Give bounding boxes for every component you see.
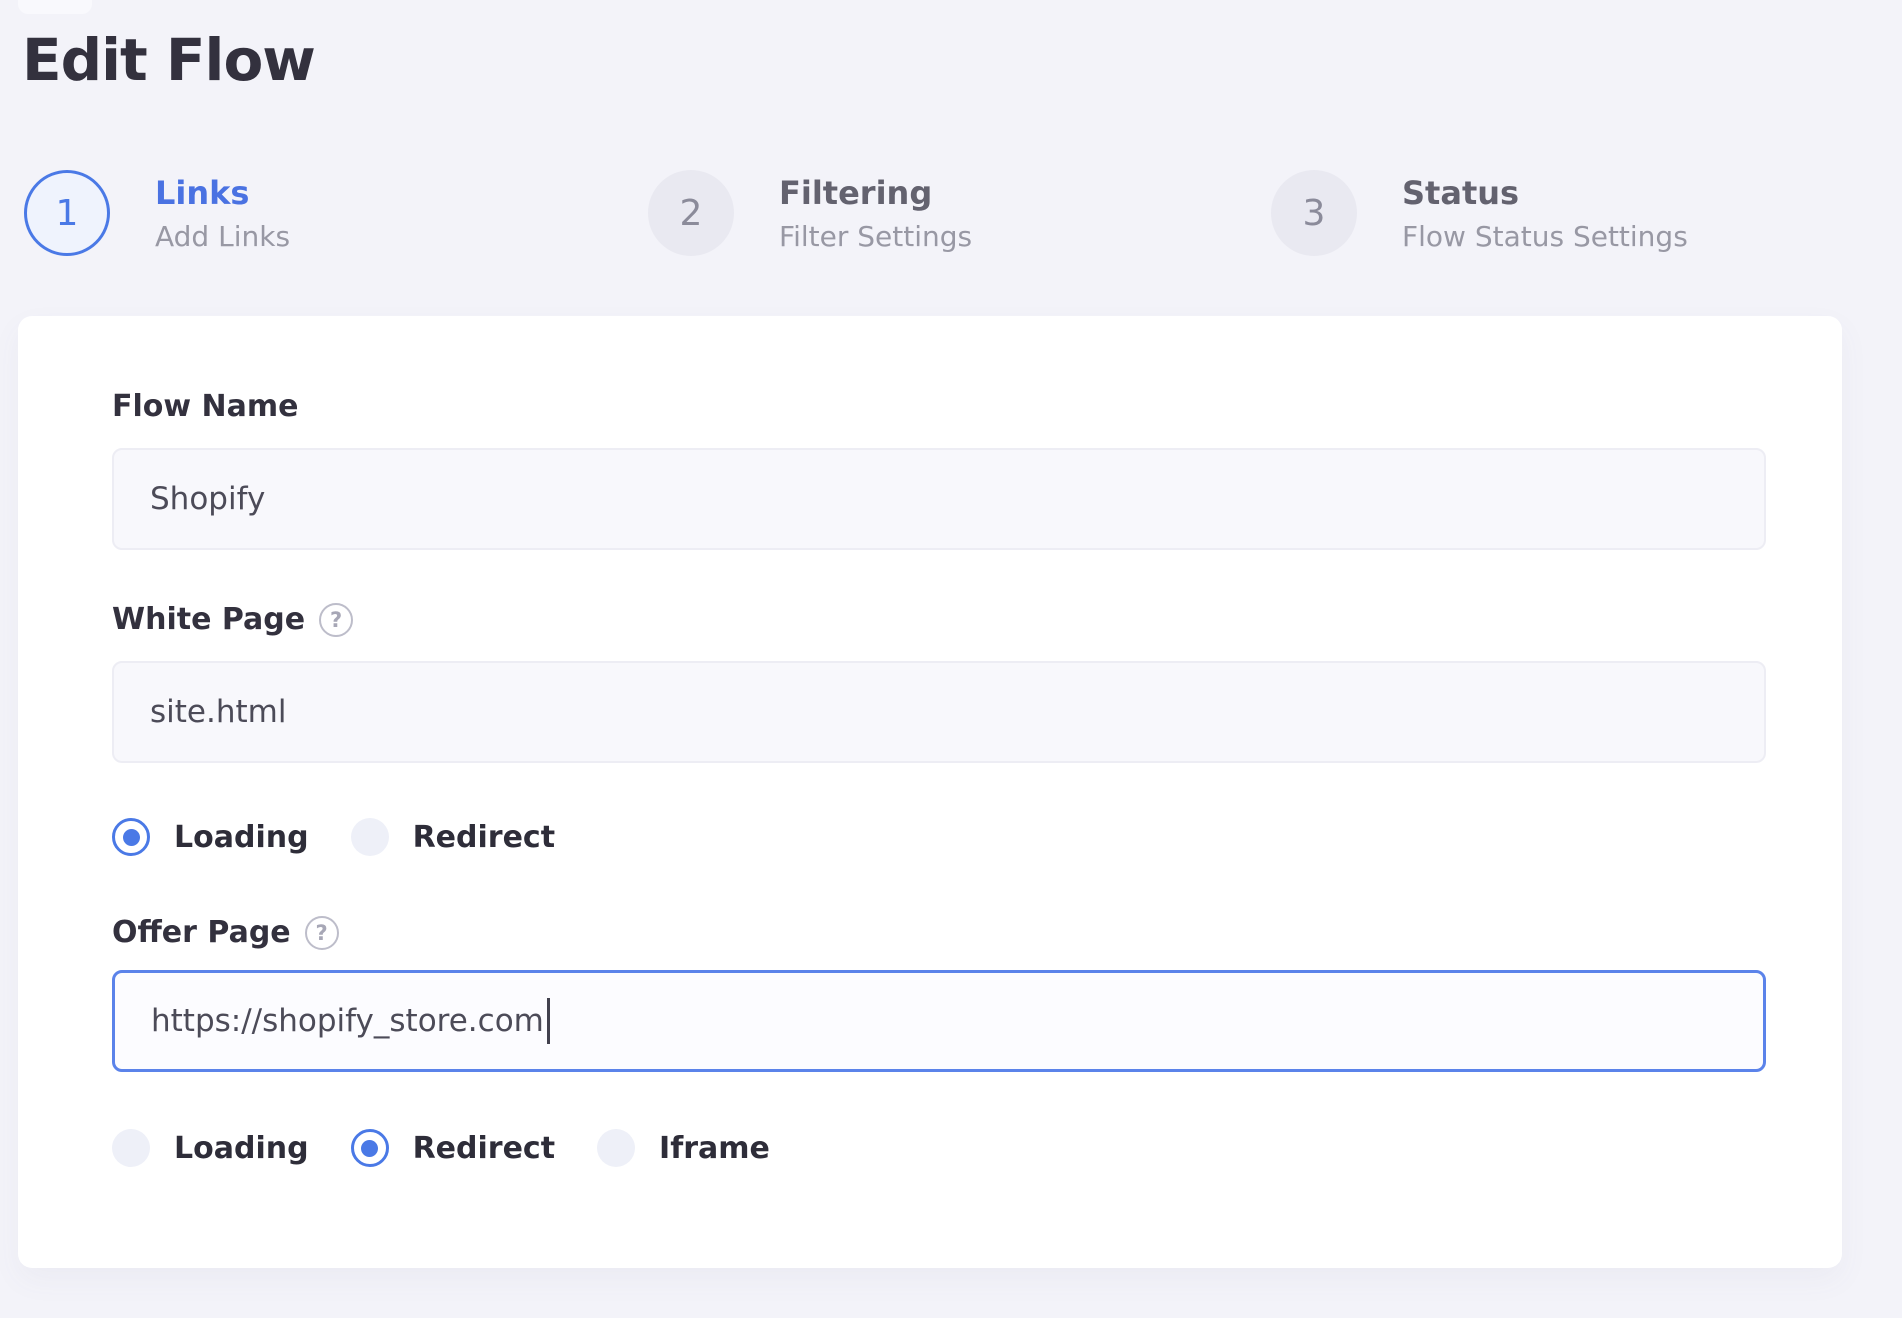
step-number-badge: 3 — [1271, 170, 1357, 256]
step-text: Status Flow Status Settings — [1402, 170, 1688, 255]
step-text: Links Add Links — [155, 170, 290, 255]
step-title: Filtering — [779, 174, 933, 212]
radio-dot — [361, 1139, 379, 1157]
step-subtitle: Add Links — [155, 220, 291, 253]
radio-option-redirect[interactable]: Redirect — [350, 818, 556, 856]
question-glyph: ? — [330, 608, 343, 632]
offer-page-input[interactable]: https://shopify_store.com — [112, 970, 1766, 1072]
radio-unselected-icon[interactable] — [597, 1129, 636, 1167]
radio-option-iframe[interactable]: Iframe — [597, 1129, 770, 1167]
offer-page-label-text: Offer Page — [112, 915, 291, 950]
radio-selected-icon[interactable] — [350, 1129, 389, 1167]
radio-label: Redirect — [412, 1130, 556, 1166]
radio-option-loading[interactable]: Loading — [112, 818, 309, 856]
white-page-label: White Page ? — [112, 601, 1842, 639]
flow-name-input[interactable]: Shopify — [112, 448, 1766, 550]
step-subtitle: Filter Settings — [779, 220, 973, 253]
radio-unselected-icon[interactable] — [350, 818, 389, 856]
radio-label: Iframe — [659, 1130, 770, 1166]
radio-label: Redirect — [412, 819, 556, 855]
stepper-step-status[interactable]: 3 Status Flow Status Settings — [1271, 170, 1688, 256]
step-number: 2 — [679, 192, 703, 234]
radio-dot — [122, 828, 140, 846]
decorative-top-blob — [18, 0, 92, 14]
white-page-label-text: White Page — [112, 602, 306, 637]
page-title: Edit Flow — [22, 26, 316, 94]
white-page-value: site.html — [150, 694, 287, 730]
step-number: 1 — [55, 192, 79, 234]
edit-flow-card: Flow Name Shopify White Page ? site.html… — [18, 316, 1842, 1268]
flow-name-label: Flow Name — [112, 388, 1842, 426]
flow-name-label-text: Flow Name — [112, 389, 299, 424]
step-text: Filtering Filter Settings — [779, 170, 972, 255]
step-subtitle: Flow Status Settings — [1402, 220, 1688, 253]
offer-page-mode-options: Loading Redirect Iframe — [112, 1129, 1842, 1167]
radio-option-redirect[interactable]: Redirect — [350, 1129, 556, 1167]
question-mark-icon[interactable]: ? — [304, 916, 339, 950]
step-title: Status — [1402, 174, 1520, 212]
step-title: Links — [155, 174, 250, 212]
radio-label: Loading — [174, 1130, 309, 1166]
text-cursor — [546, 998, 550, 1044]
step-number: 3 — [1302, 192, 1326, 234]
white-page-mode-options: Loading Redirect — [112, 818, 1842, 856]
stepper-step-links[interactable]: 1 Links Add Links — [24, 170, 290, 256]
radio-label: Loading — [174, 819, 309, 855]
step-number-badge: 1 — [24, 170, 110, 256]
stepper-step-filtering[interactable]: 2 Filtering Filter Settings — [648, 170, 972, 256]
radio-unselected-icon[interactable] — [112, 1129, 150, 1167]
flow-name-value: Shopify — [150, 481, 266, 517]
radio-selected-icon[interactable] — [112, 818, 150, 856]
radio-option-loading[interactable]: Loading — [112, 1129, 309, 1167]
question-glyph: ? — [315, 921, 328, 945]
offer-page-value: https://shopify_store.com — [151, 1003, 544, 1039]
white-page-input[interactable]: site.html — [112, 661, 1766, 763]
step-number-badge: 2 — [648, 170, 734, 256]
offer-page-label: Offer Page ? — [112, 914, 1842, 952]
question-mark-icon[interactable]: ? — [319, 603, 354, 637]
